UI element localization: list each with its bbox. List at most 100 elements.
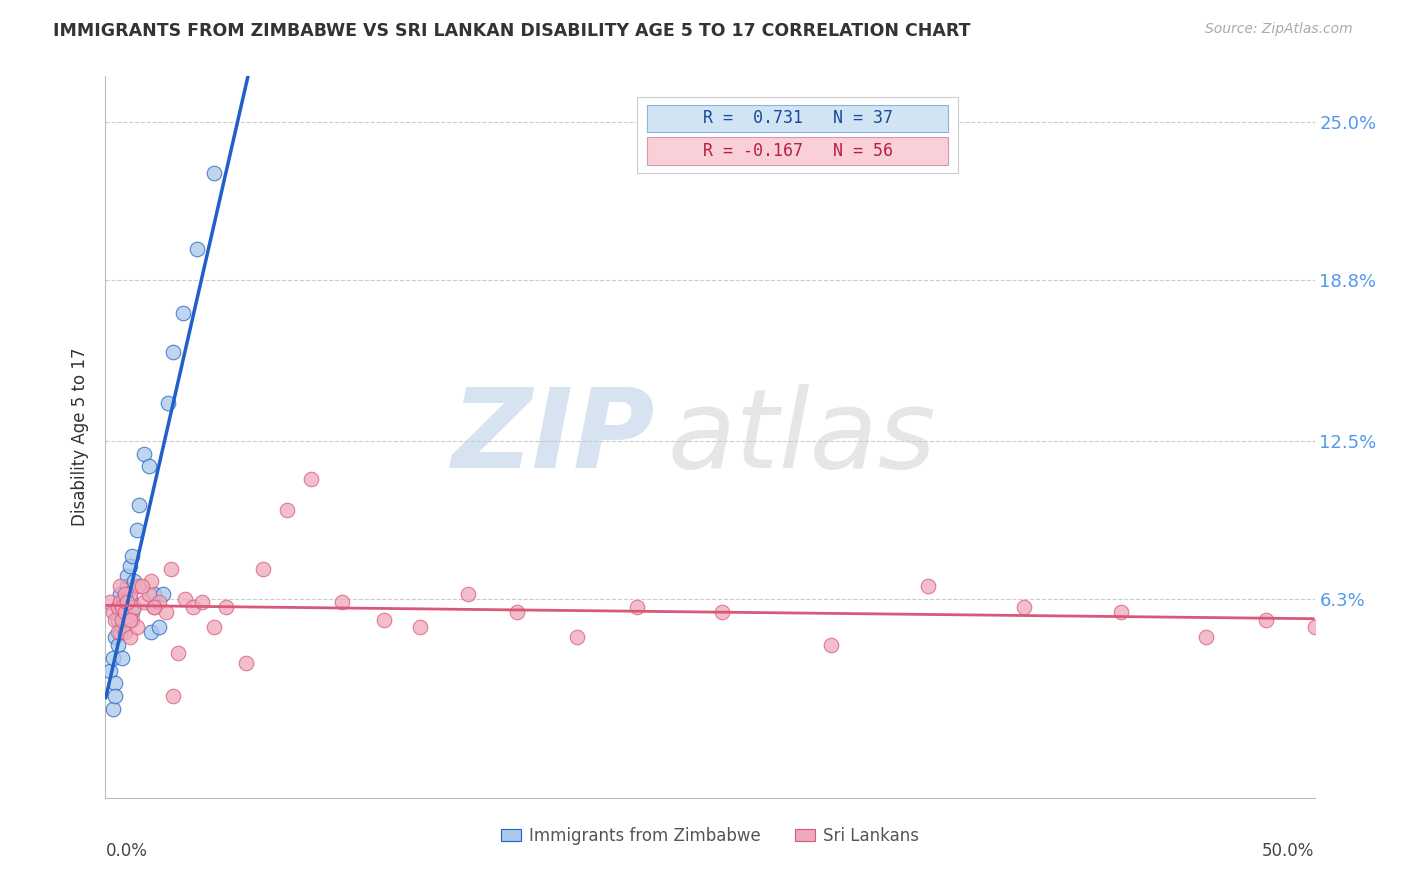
Point xyxy=(104,690,127,704)
Point xyxy=(128,579,150,593)
Point xyxy=(202,620,225,634)
Point xyxy=(373,613,395,627)
Point xyxy=(107,599,129,614)
Point xyxy=(142,587,165,601)
Point xyxy=(820,638,842,652)
Point xyxy=(215,599,238,614)
Y-axis label: Disability Age 5 to 17: Disability Age 5 to 17 xyxy=(72,348,90,526)
Point xyxy=(108,587,131,601)
Point xyxy=(121,613,143,627)
Text: 50.0%: 50.0% xyxy=(1263,842,1315,860)
Point xyxy=(162,344,184,359)
Point xyxy=(115,579,138,593)
Point xyxy=(108,625,131,640)
Point xyxy=(115,569,138,583)
Point xyxy=(1195,631,1218,645)
Point xyxy=(114,587,136,601)
Point xyxy=(162,690,184,704)
Point xyxy=(124,574,146,589)
Point xyxy=(202,166,225,180)
Point xyxy=(114,587,136,601)
Point xyxy=(917,579,939,593)
Point xyxy=(172,306,194,320)
Text: R =  0.731   N = 37: R = 0.731 N = 37 xyxy=(703,110,893,128)
Point xyxy=(1109,605,1132,619)
Point xyxy=(111,595,134,609)
Text: IMMIGRANTS FROM ZIMBABWE VS SRI LANKAN DISABILITY AGE 5 TO 17 CORRELATION CHART: IMMIGRANTS FROM ZIMBABWE VS SRI LANKAN D… xyxy=(53,22,972,40)
Point xyxy=(711,605,734,619)
FancyBboxPatch shape xyxy=(647,104,948,132)
Point xyxy=(101,605,124,619)
Point xyxy=(108,605,131,619)
Point xyxy=(186,243,208,257)
Point xyxy=(121,605,143,619)
Point xyxy=(626,599,648,614)
Point xyxy=(107,599,129,614)
Point xyxy=(107,613,129,627)
Text: R = -0.167   N = 56: R = -0.167 N = 56 xyxy=(703,142,893,160)
Point xyxy=(114,625,136,640)
Point xyxy=(142,599,165,614)
Text: 0.0%: 0.0% xyxy=(105,842,148,860)
Point xyxy=(101,702,124,716)
Point xyxy=(134,447,156,461)
Point xyxy=(118,631,141,645)
Point xyxy=(125,523,148,537)
Point xyxy=(157,395,180,409)
Point xyxy=(332,595,354,609)
FancyBboxPatch shape xyxy=(637,97,957,173)
Point xyxy=(181,599,204,614)
Point xyxy=(124,599,146,614)
Point xyxy=(111,651,134,665)
Point xyxy=(108,595,131,609)
Point xyxy=(107,625,129,640)
Point xyxy=(118,592,141,607)
Point xyxy=(148,595,170,609)
Point xyxy=(104,631,127,645)
Point xyxy=(1256,613,1278,627)
Point xyxy=(142,599,165,614)
Point xyxy=(141,625,163,640)
Point xyxy=(114,605,136,619)
Point xyxy=(114,605,136,619)
Point xyxy=(252,561,274,575)
Point xyxy=(191,595,214,609)
Point xyxy=(108,579,131,593)
Text: ZIP: ZIP xyxy=(453,384,655,491)
Point xyxy=(152,587,174,601)
Point xyxy=(235,656,257,670)
Point xyxy=(1303,620,1326,634)
Point xyxy=(128,498,150,512)
Point xyxy=(111,620,134,634)
Point xyxy=(118,559,141,574)
Point xyxy=(276,503,298,517)
Legend: Immigrants from Zimbabwe, Sri Lankans: Immigrants from Zimbabwe, Sri Lankans xyxy=(495,820,925,852)
FancyBboxPatch shape xyxy=(647,137,948,165)
Point xyxy=(118,613,141,627)
Point xyxy=(115,595,138,609)
Point xyxy=(98,595,121,609)
Point xyxy=(98,664,121,678)
Point xyxy=(299,472,322,486)
Point xyxy=(174,592,197,607)
Point xyxy=(155,605,177,619)
Point xyxy=(505,605,527,619)
Point xyxy=(131,579,153,593)
Point xyxy=(104,613,127,627)
Point xyxy=(118,587,141,601)
Point xyxy=(409,620,432,634)
Point xyxy=(107,638,129,652)
Text: Source: ZipAtlas.com: Source: ZipAtlas.com xyxy=(1205,22,1353,37)
Point xyxy=(104,676,127,690)
Point xyxy=(101,651,124,665)
Point xyxy=(138,587,160,601)
Point xyxy=(457,587,479,601)
Point xyxy=(111,613,134,627)
Point xyxy=(148,620,170,634)
Point xyxy=(134,595,156,609)
Point xyxy=(159,561,181,575)
Point xyxy=(138,459,160,474)
Point xyxy=(565,631,588,645)
Point xyxy=(115,595,138,609)
Text: atlas: atlas xyxy=(668,384,936,491)
